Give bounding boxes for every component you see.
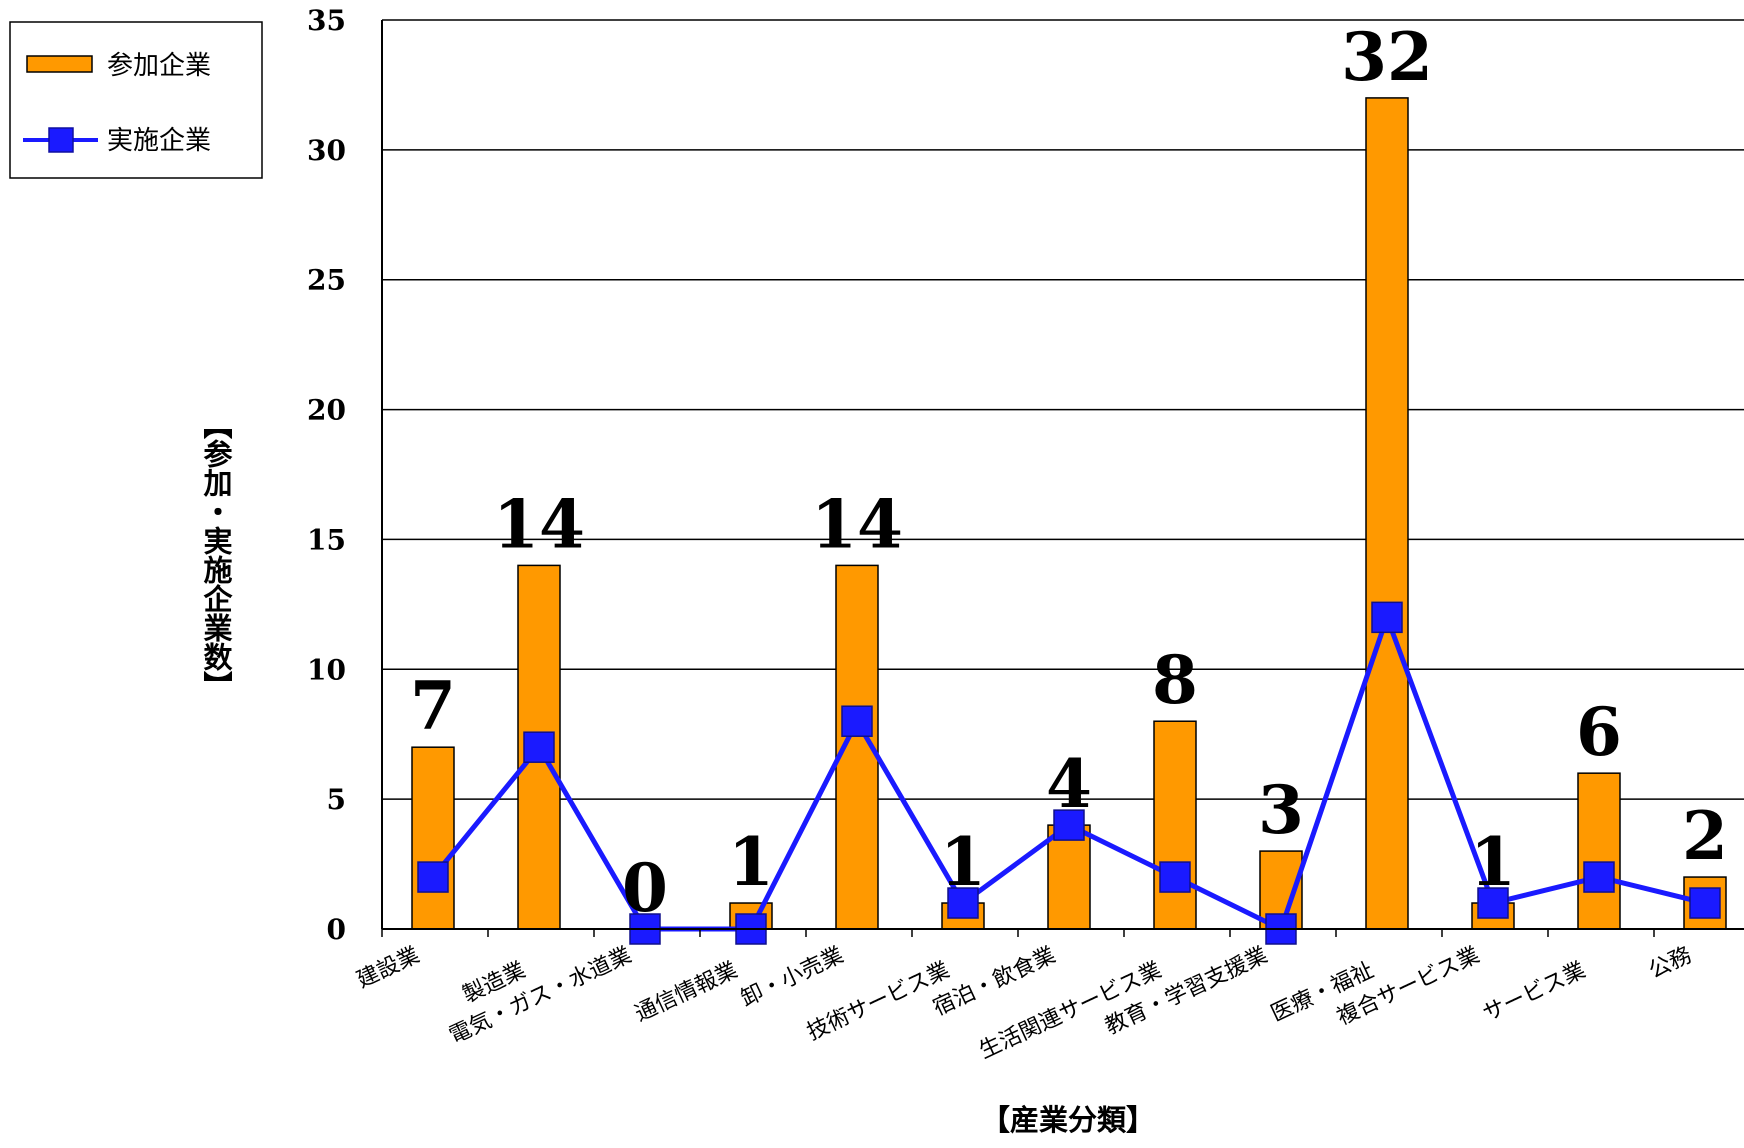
line-marker [841, 705, 873, 737]
line-marker [1583, 861, 1615, 893]
x-tick-label: 建設業 [353, 943, 423, 994]
category-labels: 建設業 製造業電気・ガス・水道業通信情報業卸・小売業技術サービス業宿泊・飲食業生活… [353, 943, 1695, 1064]
bar [1047, 824, 1091, 930]
data-label: 7 [410, 667, 456, 745]
line-marker [1477, 887, 1509, 919]
line-marker [523, 731, 555, 763]
bar [1153, 720, 1197, 930]
grid-lines [382, 19, 1744, 800]
line-marker [1053, 809, 1085, 841]
data-label: 8 [1152, 641, 1198, 719]
data-label: 1 [728, 823, 774, 901]
bar [1577, 772, 1621, 930]
x-tick-label: サービス業 [1479, 958, 1589, 1027]
legend-swatch-bar [26, 55, 93, 73]
y-tick-label: 20 [307, 394, 346, 427]
data-label: 2 [1682, 797, 1728, 875]
data-label: 32 [1341, 18, 1433, 96]
data-label: 0 [622, 849, 668, 927]
x-tick-label: 卸・小売業 [737, 943, 847, 1012]
y-tick-label: 25 [307, 264, 346, 297]
legend-swatch-marker [48, 127, 74, 153]
data-label: 4 [1046, 745, 1092, 823]
y-tick-label: 5 [327, 783, 346, 816]
data-label: 6 [1576, 693, 1622, 771]
data-label: 3 [1258, 771, 1304, 849]
bar [411, 746, 455, 930]
x-tick-label: 公務 [1645, 943, 1695, 984]
y-tick-label: 35 [307, 4, 346, 37]
line-marker [417, 861, 449, 893]
legend: 参加企業 実施企業 [9, 21, 263, 179]
y-tick-label: 0 [327, 913, 346, 946]
y-axis-title: 【参加・実施企業数】 [199, 410, 233, 700]
y-tick-label: 15 [307, 523, 346, 556]
y-tick-label: 10 [307, 653, 346, 686]
data-label: 14 [493, 485, 585, 563]
legend-label-bar: 参加企業 [107, 51, 211, 81]
y-tick-label: 30 [307, 134, 346, 167]
bar [1365, 97, 1409, 930]
axes [381, 20, 1744, 937]
x-tick-label: 通信情報業 [631, 958, 741, 1027]
data-label: 1 [940, 823, 986, 901]
line-marker [947, 887, 979, 919]
y-axis-ticks: 0 5 10 15 20 25 30 35 [307, 4, 346, 946]
line-marker [1371, 601, 1403, 634]
line-marker [1689, 887, 1721, 919]
x-axis-title: 【産業分類】 [981, 1103, 1155, 1137]
legend-label-line: 実施企業 [107, 126, 211, 156]
data-label: 14 [811, 485, 903, 563]
data-label: 1 [1470, 823, 1516, 901]
line-marker [1159, 861, 1191, 893]
